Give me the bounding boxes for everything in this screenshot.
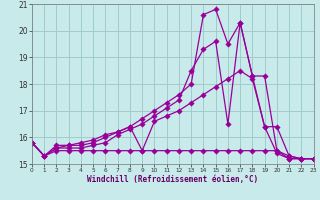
X-axis label: Windchill (Refroidissement éolien,°C): Windchill (Refroidissement éolien,°C) (87, 175, 258, 184)
